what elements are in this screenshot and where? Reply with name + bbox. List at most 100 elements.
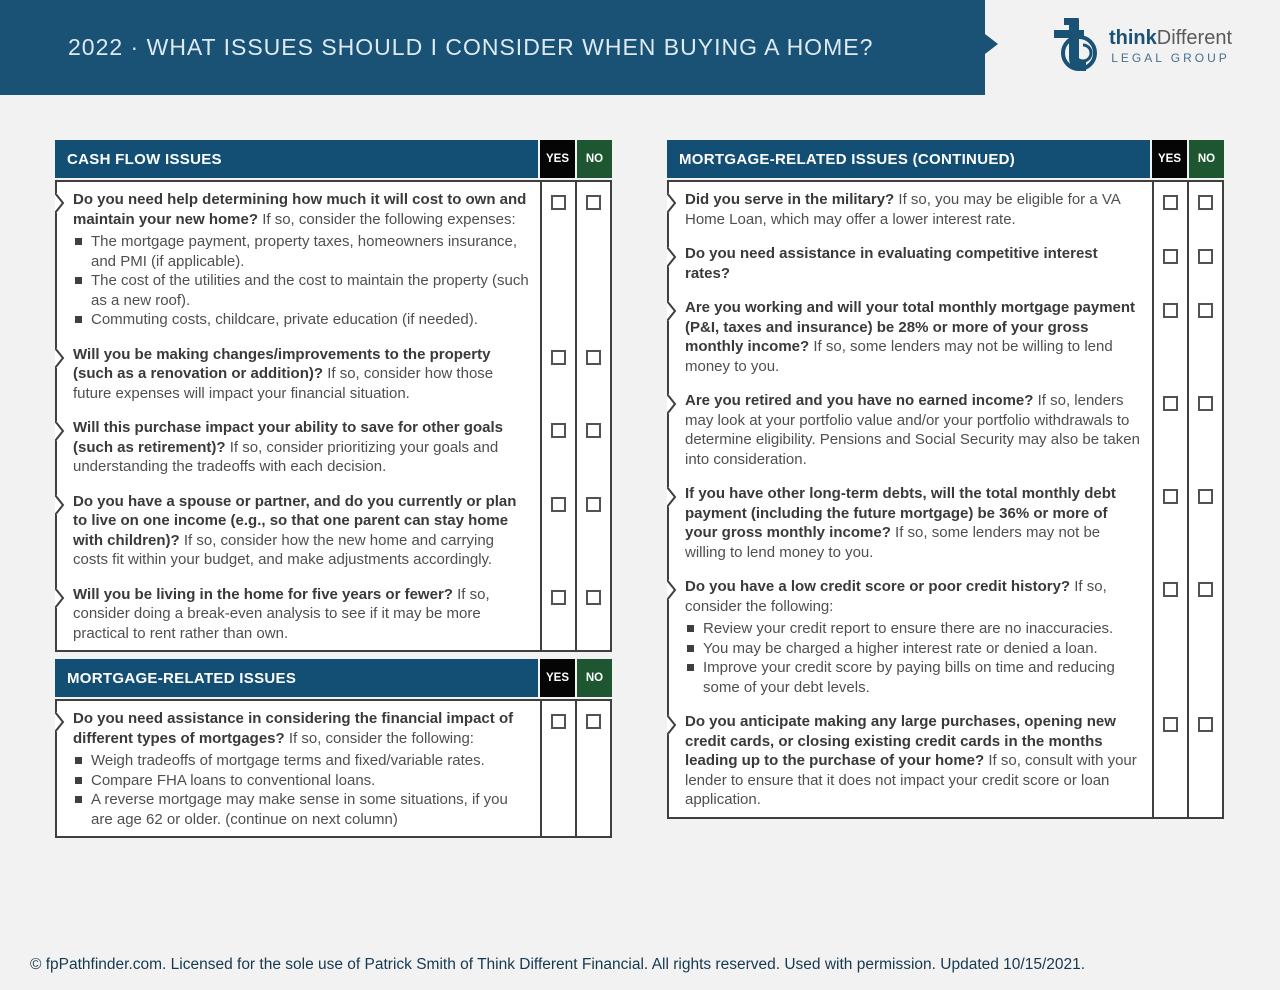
question-bold: Will you be making changes/improvements …	[73, 345, 491, 383]
section-header: MORTGAGE-RELATED ISSUES YES NO	[55, 659, 612, 697]
yes-checkbox[interactable]	[1163, 303, 1178, 318]
section-header: CASH FLOW ISSUES YES NO	[55, 140, 612, 178]
bullet-text: The mortgage payment, property taxes, ho…	[91, 233, 518, 270]
bullet-icon	[75, 757, 82, 764]
question-row: Will you be making changes/improvements …	[55, 336, 610, 410]
question-bold: Do you anticipate making any large purch…	[685, 713, 1116, 769]
question-chevron-icon	[55, 493, 65, 516]
bullet-icon	[687, 644, 694, 652]
yes-column-header: YES	[1152, 140, 1187, 178]
question-chevron-icon	[667, 246, 677, 268]
no-checkbox[interactable]	[1198, 489, 1213, 504]
no-checkbox[interactable]	[586, 195, 601, 210]
question-bold: Will you be living in the home for five …	[73, 585, 453, 603]
question-bold: Are you working and will your total mont…	[685, 299, 1136, 355]
question-chevron-icon	[667, 579, 677, 601]
bullet-icon	[75, 776, 82, 784]
question-chevron-icon	[55, 586, 65, 609]
question-bullets: The mortgage payment, property taxes, ho…	[73, 232, 530, 330]
no-cell	[1187, 290, 1222, 383]
yes-checkbox[interactable]	[1163, 489, 1178, 504]
no-column-header: NO	[577, 140, 612, 178]
question-row: Will this purchase impact your ability t…	[55, 410, 610, 484]
question-bold: Are you retired and you have no earned i…	[685, 392, 1034, 409]
question-text: Do you need help determining how much it…	[55, 182, 540, 337]
section-mortgage-issues: MORTGAGE-RELATED ISSUES YES NO Do you ne…	[55, 659, 612, 838]
yes-checkbox[interactable]	[1163, 582, 1178, 597]
no-checkbox[interactable]	[586, 349, 601, 365]
question-bullets: Review your credit report to ensure ther…	[685, 619, 1142, 697]
yes-checkbox[interactable]	[1163, 396, 1178, 411]
no-checkbox[interactable]	[586, 423, 601, 438]
question-row: Do you need assistance in considering th…	[55, 701, 610, 836]
no-checkbox[interactable]	[586, 714, 601, 729]
yes-cell	[540, 336, 575, 410]
question-bold: Do you need assistance in evaluating com…	[685, 245, 1098, 282]
yes-checkbox[interactable]	[551, 589, 566, 605]
yes-checkbox[interactable]	[551, 423, 566, 438]
bullet-text: You may be charged a higher interest rat…	[703, 639, 1098, 657]
yes-checkbox[interactable]	[551, 496, 566, 512]
question-normal: If so, consult with your lender to ensur…	[685, 752, 1137, 808]
question-row: Do you need help determining how much it…	[55, 182, 610, 337]
question-text: Do you have a spouse or partner, and do …	[55, 484, 540, 577]
bullet-icon	[75, 238, 82, 245]
brand-think-label: think	[1109, 27, 1157, 49]
yes-checkbox[interactable]	[551, 714, 566, 729]
brand-different-label: Different	[1156, 27, 1233, 49]
question-chevron-icon	[667, 486, 677, 508]
no-checkbox[interactable]	[1198, 717, 1213, 732]
brand-logo: thinkDifferent LEGAL GROUP	[1048, 18, 1232, 74]
question-bold: Do you have a low credit score or poor c…	[685, 578, 1071, 595]
question-row: Will you be living in the home for five …	[55, 576, 610, 650]
no-cell	[575, 182, 610, 337]
yes-column-header: YES	[540, 140, 575, 178]
yes-checkbox[interactable]	[551, 195, 566, 210]
question-bold: If you have other long-term debts, will …	[685, 485, 1116, 541]
section-title: CASH FLOW ISSUES	[55, 140, 538, 178]
question-text: Do you have a low credit score or poor c…	[667, 569, 1152, 704]
yes-checkbox[interactable]	[1163, 249, 1178, 264]
question-chevron-icon	[667, 192, 677, 214]
no-cell	[575, 701, 610, 836]
bullet-text: Weigh tradeoffs of mortgage terms and fi…	[91, 752, 485, 769]
banner-arrow-icon	[985, 34, 998, 54]
page-title: 2022 · WHAT ISSUES SHOULD I CONSIDER WHE…	[68, 34, 874, 60]
yes-cell	[1152, 290, 1187, 383]
question-normal: If so, consider the following:	[288, 729, 474, 747]
question-text: Will this purchase impact your ability t…	[55, 410, 540, 484]
no-checkbox[interactable]	[1198, 396, 1213, 411]
section-header: MORTGAGE-RELATED ISSUES (CONTINUED) YES …	[667, 140, 1224, 178]
no-checkbox[interactable]	[1198, 249, 1213, 264]
question-text: Do you anticipate making any large purch…	[667, 704, 1152, 817]
section-title: MORTGAGE-RELATED ISSUES (CONTINUED)	[667, 140, 1150, 178]
question-text: Are you working and will your total mont…	[667, 290, 1152, 383]
no-cell	[1187, 704, 1222, 817]
question-normal: If so, you may be eligible for a VA Home…	[685, 191, 1120, 228]
yes-checkbox[interactable]	[1163, 717, 1178, 732]
no-checkbox[interactable]	[1198, 582, 1213, 597]
no-cell	[1187, 383, 1222, 476]
no-checkbox[interactable]	[586, 496, 601, 512]
license-footer: © fpPathfinder.com. Licensed for the sol…	[30, 956, 1086, 973]
question-row: Are you working and will your total mont…	[667, 290, 1222, 383]
question-bold: Did you serve in the military?	[685, 191, 895, 208]
question-normal: If so, lenders may look at your portfoli…	[685, 392, 1140, 468]
yes-checkbox[interactable]	[551, 349, 566, 365]
brand-wordmark: thinkDifferent LEGAL GROUP	[1109, 27, 1232, 65]
no-cell	[575, 410, 610, 484]
bullet-icon	[687, 664, 694, 671]
no-cell	[1187, 476, 1222, 569]
yes-cell	[1152, 569, 1187, 704]
question-text: Did you serve in the military? If so, yo…	[667, 182, 1152, 236]
yes-cell	[540, 701, 575, 836]
yes-checkbox[interactable]	[1163, 195, 1178, 210]
no-checkbox[interactable]	[1198, 303, 1213, 318]
title-banner: 2022 · WHAT ISSUES SHOULD I CONSIDER WHE…	[0, 0, 985, 95]
brand-monogram-icon	[1054, 18, 1097, 71]
no-cell	[575, 576, 610, 650]
no-checkbox[interactable]	[1198, 195, 1213, 210]
yes-cell	[1152, 236, 1187, 290]
question-row: Are you retired and you have no earned i…	[667, 383, 1222, 476]
no-checkbox[interactable]	[586, 589, 601, 605]
